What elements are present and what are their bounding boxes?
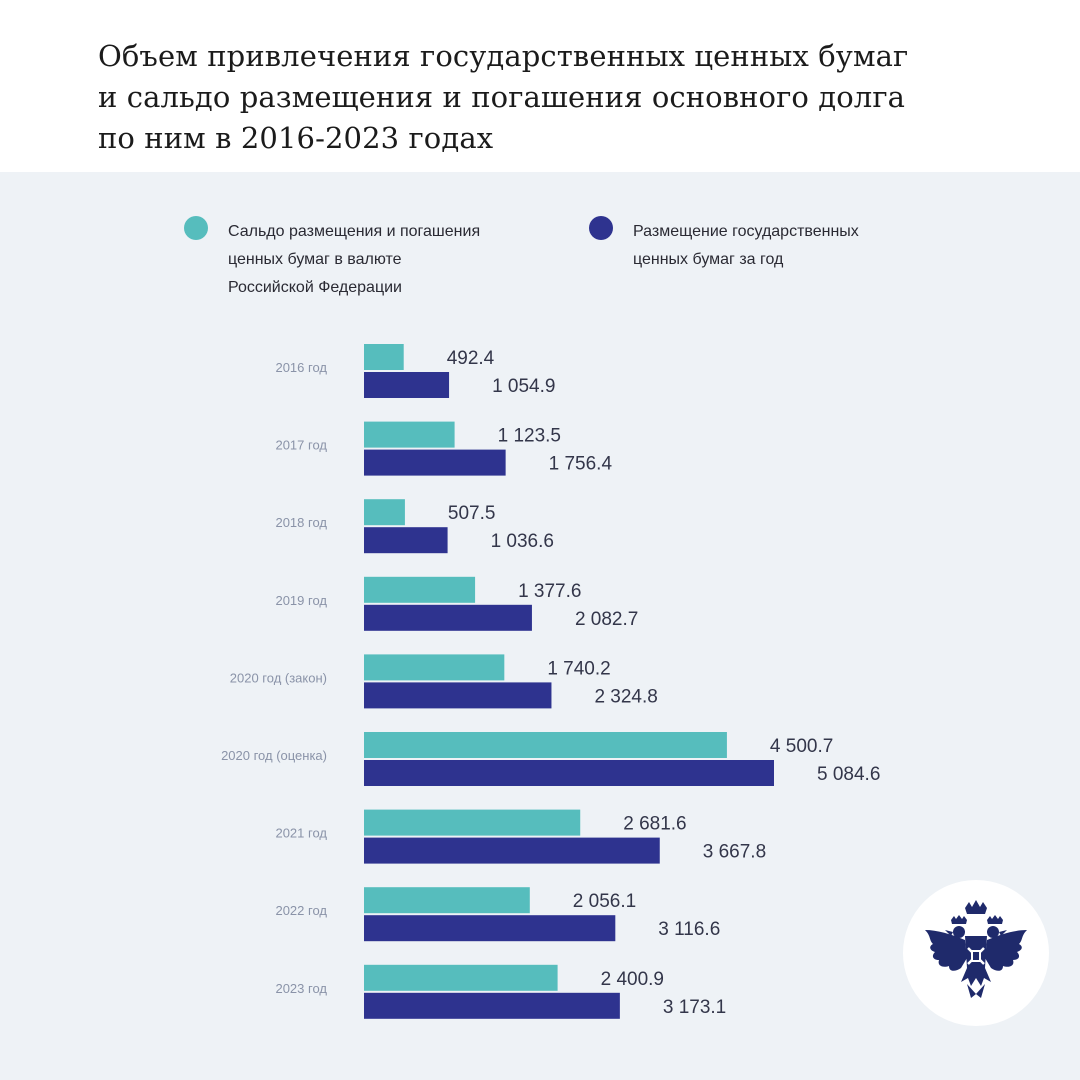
category-label: 2018 год [275, 515, 327, 530]
bar-placement [364, 915, 615, 941]
data-label-placement: 3 116.6 [658, 919, 720, 940]
data-label-placement: 3 173.1 [663, 997, 726, 1018]
bar-placement [364, 993, 620, 1019]
category-label: 2021 год [275, 826, 327, 841]
data-label-placement: 1 756.4 [549, 454, 613, 475]
bar-balance [364, 422, 455, 448]
data-label-balance: 2 681.6 [623, 814, 686, 835]
double-headed-eagle-icon [903, 880, 1049, 1026]
bar-balance [364, 732, 727, 758]
bar-placement [364, 605, 532, 631]
category-label: 2020 год (закон) [230, 670, 327, 685]
data-label-placement: 1 036.6 [491, 531, 554, 552]
bar-placement [364, 450, 506, 476]
data-label-placement: 2 082.7 [575, 609, 638, 630]
bar-balance [364, 887, 530, 913]
data-label-placement: 3 667.8 [703, 842, 766, 863]
bar-balance [364, 654, 504, 680]
bar-placement [364, 760, 774, 786]
data-label-placement: 5 084.6 [817, 764, 880, 785]
data-label-balance: 1 377.6 [518, 581, 581, 602]
bar-balance [364, 344, 404, 370]
category-label: 2020 год (оценка) [221, 748, 327, 763]
data-label-placement: 2 324.8 [594, 686, 657, 707]
data-label-balance: 2 056.1 [573, 891, 636, 912]
bar-balance [364, 810, 580, 836]
category-label: 2016 год [275, 360, 327, 375]
data-label-placement: 1 054.9 [492, 376, 555, 397]
bar-placement [364, 682, 551, 708]
logo-badge [903, 880, 1049, 1026]
category-label: 2017 год [275, 438, 327, 453]
data-label-balance: 4 500.7 [770, 736, 833, 757]
bar-placement [364, 372, 449, 398]
bar-balance [364, 577, 475, 603]
bar-balance [364, 499, 405, 525]
data-label-balance: 1 740.2 [547, 658, 610, 679]
category-label: 2023 год [275, 981, 327, 996]
bar-placement [364, 838, 660, 864]
bar-balance [364, 965, 558, 991]
data-label-balance: 1 123.5 [498, 426, 561, 447]
bar-placement [364, 527, 448, 553]
data-label-balance: 507.5 [448, 503, 496, 524]
category-label: 2019 год [275, 593, 327, 608]
category-label: 2022 год [275, 903, 327, 918]
data-label-balance: 2 400.9 [601, 969, 664, 990]
data-label-balance: 492.4 [447, 348, 495, 369]
